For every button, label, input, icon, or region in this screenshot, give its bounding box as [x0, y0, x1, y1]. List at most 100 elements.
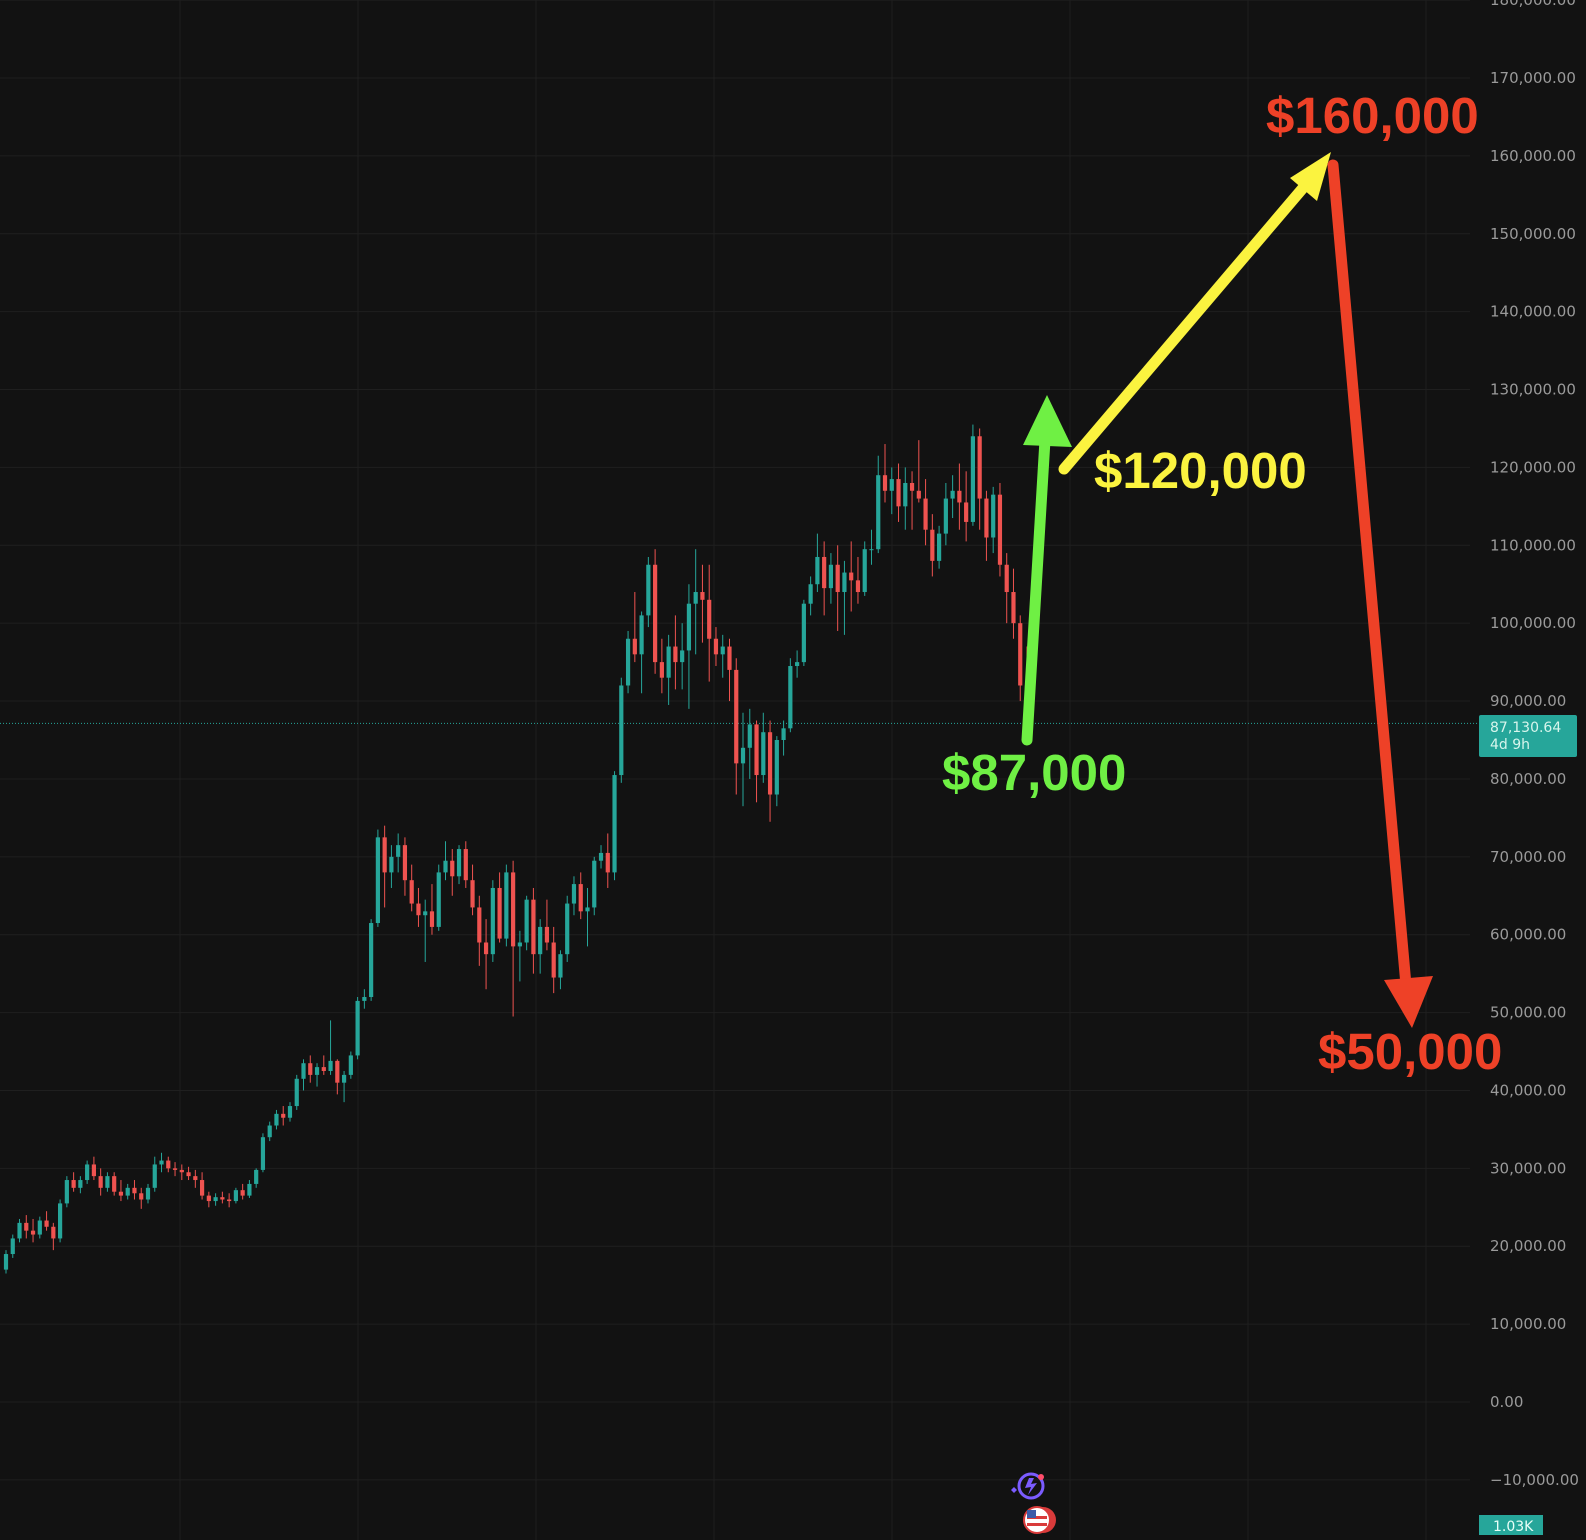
annotation-160000: $160,000 [1266, 87, 1479, 144]
candle-body [504, 872, 509, 939]
candle-body [592, 860, 597, 908]
lightning-event-icon[interactable] [1011, 1472, 1045, 1500]
candle-body [781, 728, 786, 740]
candle-body [707, 599, 712, 639]
candle-body [396, 845, 401, 857]
candle-body [916, 490, 921, 499]
candle [98, 1168, 103, 1196]
candle [781, 720, 786, 756]
candle-body [294, 1078, 299, 1107]
candle [139, 1187, 144, 1209]
candle-body [314, 1067, 320, 1075]
candle-body [964, 502, 969, 522]
candle-body [112, 1176, 117, 1192]
candle-body [409, 880, 414, 904]
candle [835, 545, 840, 631]
candle [747, 708, 752, 779]
candle-body [740, 747, 746, 764]
candle-body [625, 638, 631, 686]
current-price-label: 87,130.64 [1490, 720, 1561, 736]
candle [10, 1234, 15, 1258]
candle [1004, 553, 1009, 624]
candle-body [538, 926, 543, 955]
candle-body [849, 572, 854, 581]
candle-body [558, 954, 563, 978]
candle [78, 1176, 83, 1194]
candle [423, 899, 428, 962]
candle [30, 1218, 36, 1243]
candle-body [152, 1164, 157, 1188]
y-tick-label: 0.00 [1490, 1393, 1523, 1411]
candle-body [301, 1063, 306, 1079]
candle [686, 584, 692, 709]
candle [483, 919, 489, 990]
candle-body [389, 856, 394, 873]
y-tick-label: 120,000.00 [1490, 458, 1576, 476]
candle-body [693, 592, 698, 604]
candle [754, 720, 759, 803]
candle [112, 1172, 117, 1196]
candle-body [287, 1106, 293, 1118]
candle [281, 1106, 286, 1126]
candle-body [680, 650, 685, 663]
candle-body [754, 724, 759, 776]
candle [274, 1109, 279, 1130]
candle-body [720, 646, 725, 655]
candle [362, 989, 367, 1009]
candle [1018, 615, 1023, 702]
candle-body [328, 1060, 333, 1071]
candle [301, 1059, 306, 1091]
candle-body [118, 1191, 124, 1196]
candle [855, 556, 861, 604]
y-tick-label: 110,000.00 [1490, 536, 1576, 554]
candle-body [571, 884, 577, 904]
candle-body [619, 685, 624, 776]
candle-body [10, 1238, 15, 1255]
candle [761, 712, 766, 783]
candle-body [930, 529, 935, 561]
candle [862, 541, 867, 596]
candle-body [1004, 564, 1009, 593]
candle-body [767, 732, 773, 795]
candle-body [132, 1187, 137, 1194]
candle [254, 1168, 259, 1188]
y-tick-label: 100,000.00 [1490, 614, 1576, 632]
candle [531, 887, 536, 974]
candle [943, 482, 948, 546]
candle-body [511, 872, 516, 947]
y-tick-label: 160,000.00 [1490, 147, 1576, 165]
candle [612, 771, 617, 881]
candle-body [78, 1180, 83, 1188]
candle [267, 1121, 272, 1142]
candle [389, 845, 394, 888]
annotation-87000: $87,000 [942, 744, 1126, 801]
candle-body [1018, 623, 1023, 686]
candle-body [855, 580, 861, 593]
candle [443, 841, 448, 881]
candle-body [788, 666, 793, 729]
candle-body [795, 662, 800, 667]
candle-body [734, 669, 739, 764]
candle-body [321, 1067, 326, 1071]
candle [977, 428, 982, 530]
candle [673, 615, 678, 690]
candle [321, 1055, 326, 1075]
candle [632, 592, 637, 663]
candle-body [605, 852, 610, 873]
us-flag-event-icon[interactable] [1023, 1506, 1056, 1534]
candle-body [578, 884, 583, 912]
candle [896, 463, 901, 522]
candle [172, 1162, 178, 1177]
candle-body [923, 498, 928, 530]
candle [605, 833, 610, 888]
candle-body [57, 1203, 63, 1239]
candle [24, 1215, 29, 1239]
candle-body [937, 533, 942, 561]
candle [179, 1164, 184, 1181]
candle [727, 638, 732, 702]
candle [585, 887, 590, 947]
candle-body [105, 1176, 110, 1188]
candle-body [233, 1190, 238, 1202]
yellow-up-arrow [1058, 152, 1331, 475]
